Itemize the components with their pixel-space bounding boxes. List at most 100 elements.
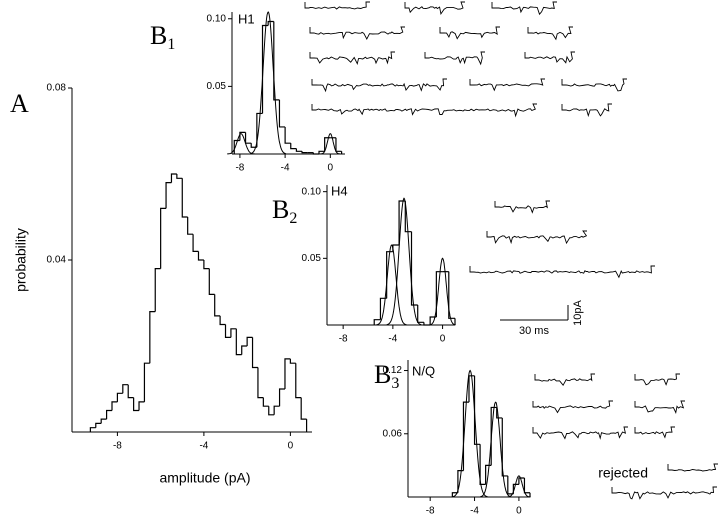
y-tick-label: 0.12 <box>383 365 403 376</box>
panel-letter-main: A <box>10 89 29 118</box>
current-trace <box>534 373 595 387</box>
histogram-step <box>122 384 129 394</box>
histogram-step <box>301 151 308 154</box>
current-trace <box>486 230 588 245</box>
histogram-step <box>273 21 280 101</box>
y-tick-label: 0.05 <box>207 81 227 92</box>
current-trace <box>309 26 405 40</box>
current-trace <box>527 26 573 41</box>
current-trace <box>311 78 447 93</box>
histogram-step <box>410 231 418 306</box>
current-trace <box>304 1 370 10</box>
y-tick-label: 0.10 <box>207 13 227 24</box>
panel-letter-main: B <box>272 195 289 224</box>
panel-letter-sub: 2 <box>289 210 297 227</box>
histogram-step <box>318 150 325 154</box>
current-trace <box>634 426 675 439</box>
gaussian-fit <box>250 11 287 155</box>
x-tick-label: -4 <box>199 441 208 452</box>
gaussian-fit <box>376 244 407 326</box>
current-trace <box>469 265 655 279</box>
histogram-step <box>250 143 257 148</box>
histogram-step <box>289 358 296 364</box>
current-trace <box>611 486 717 500</box>
panel-label: H1 <box>238 11 255 26</box>
histogram-step <box>479 444 486 485</box>
histogram-step <box>89 427 96 432</box>
histogram-step <box>278 99 286 128</box>
histogram-step <box>429 316 437 325</box>
y-tick-label: 0.05 <box>302 253 322 264</box>
panel-letter: B2 <box>272 195 297 227</box>
panel-letter: A <box>10 89 29 118</box>
histogram-step <box>335 137 342 152</box>
histogram-step <box>262 397 269 407</box>
x-tick-label: -8 <box>426 506 435 517</box>
histogram-step <box>300 397 307 420</box>
current-trace <box>561 103 612 118</box>
x-tick-label: -8 <box>339 334 348 345</box>
current-trace <box>424 51 485 66</box>
histogram-step <box>490 406 497 466</box>
histogram-step <box>95 422 102 428</box>
x-tick-label: 0 <box>288 441 294 452</box>
histogram-step <box>273 405 280 415</box>
x-tick-label: -4 <box>470 506 479 517</box>
histogram-step <box>160 207 167 269</box>
x-tick-label: -8 <box>235 163 244 174</box>
scale-time-label: 30 ms <box>519 325 549 337</box>
histogram-step <box>176 174 183 179</box>
histogram-step <box>257 367 264 399</box>
gaussian-fit <box>227 133 256 155</box>
histogram-step <box>197 251 204 261</box>
gaussian-fit <box>479 401 512 498</box>
panel-label: H4 <box>331 183 348 198</box>
histogram-step <box>116 392 123 402</box>
panel-letter: B3 <box>374 360 399 392</box>
histogram-step <box>100 418 107 424</box>
panel-letter-main: B <box>150 21 167 50</box>
current-trace <box>634 373 680 386</box>
current-trace <box>311 103 537 118</box>
histogram-step <box>219 315 226 326</box>
x-tick-label: -4 <box>281 163 290 174</box>
current-trace <box>404 1 465 16</box>
histogram-step <box>246 336 253 346</box>
histogram-step <box>256 112 263 148</box>
x-tick-label: 0 <box>516 506 522 517</box>
scale-current-label: 10pA <box>572 299 584 325</box>
histogram-step <box>423 322 431 326</box>
histogram-step <box>138 401 145 411</box>
histogram-step <box>523 478 530 494</box>
histogram-step <box>295 363 302 399</box>
histogram-step <box>448 271 455 319</box>
histogram-step <box>473 375 481 445</box>
gaussian-fit <box>320 133 341 155</box>
x-tick-label: -4 <box>388 334 397 345</box>
histogram-step <box>170 173 177 183</box>
histogram-step <box>518 477 525 485</box>
gaussian-fit <box>386 197 422 326</box>
histogram-step <box>379 297 387 320</box>
histogram-step <box>507 475 514 495</box>
histogram-step <box>127 384 134 399</box>
y-axis-label: probability <box>13 228 29 292</box>
histogram-step <box>105 409 112 420</box>
histogram-step <box>404 201 412 233</box>
y-tick-label: 0.10 <box>302 186 322 197</box>
histogram-step <box>501 417 508 477</box>
current-trace <box>491 1 557 16</box>
panel-letter-sub: 1 <box>167 36 175 53</box>
x-tick-label: -8 <box>113 441 122 452</box>
gaussian-fit <box>452 369 488 498</box>
histogram-step <box>192 234 199 252</box>
histogram-step <box>373 319 381 325</box>
histogram-step <box>284 126 291 144</box>
histogram-step <box>278 388 285 407</box>
y-tick-label: 0.04 <box>47 255 67 266</box>
histogram-step <box>224 324 231 338</box>
histogram-step <box>208 268 215 295</box>
histogram-step <box>214 294 221 317</box>
histogram-step <box>496 407 503 419</box>
histogram-step <box>251 337 258 369</box>
